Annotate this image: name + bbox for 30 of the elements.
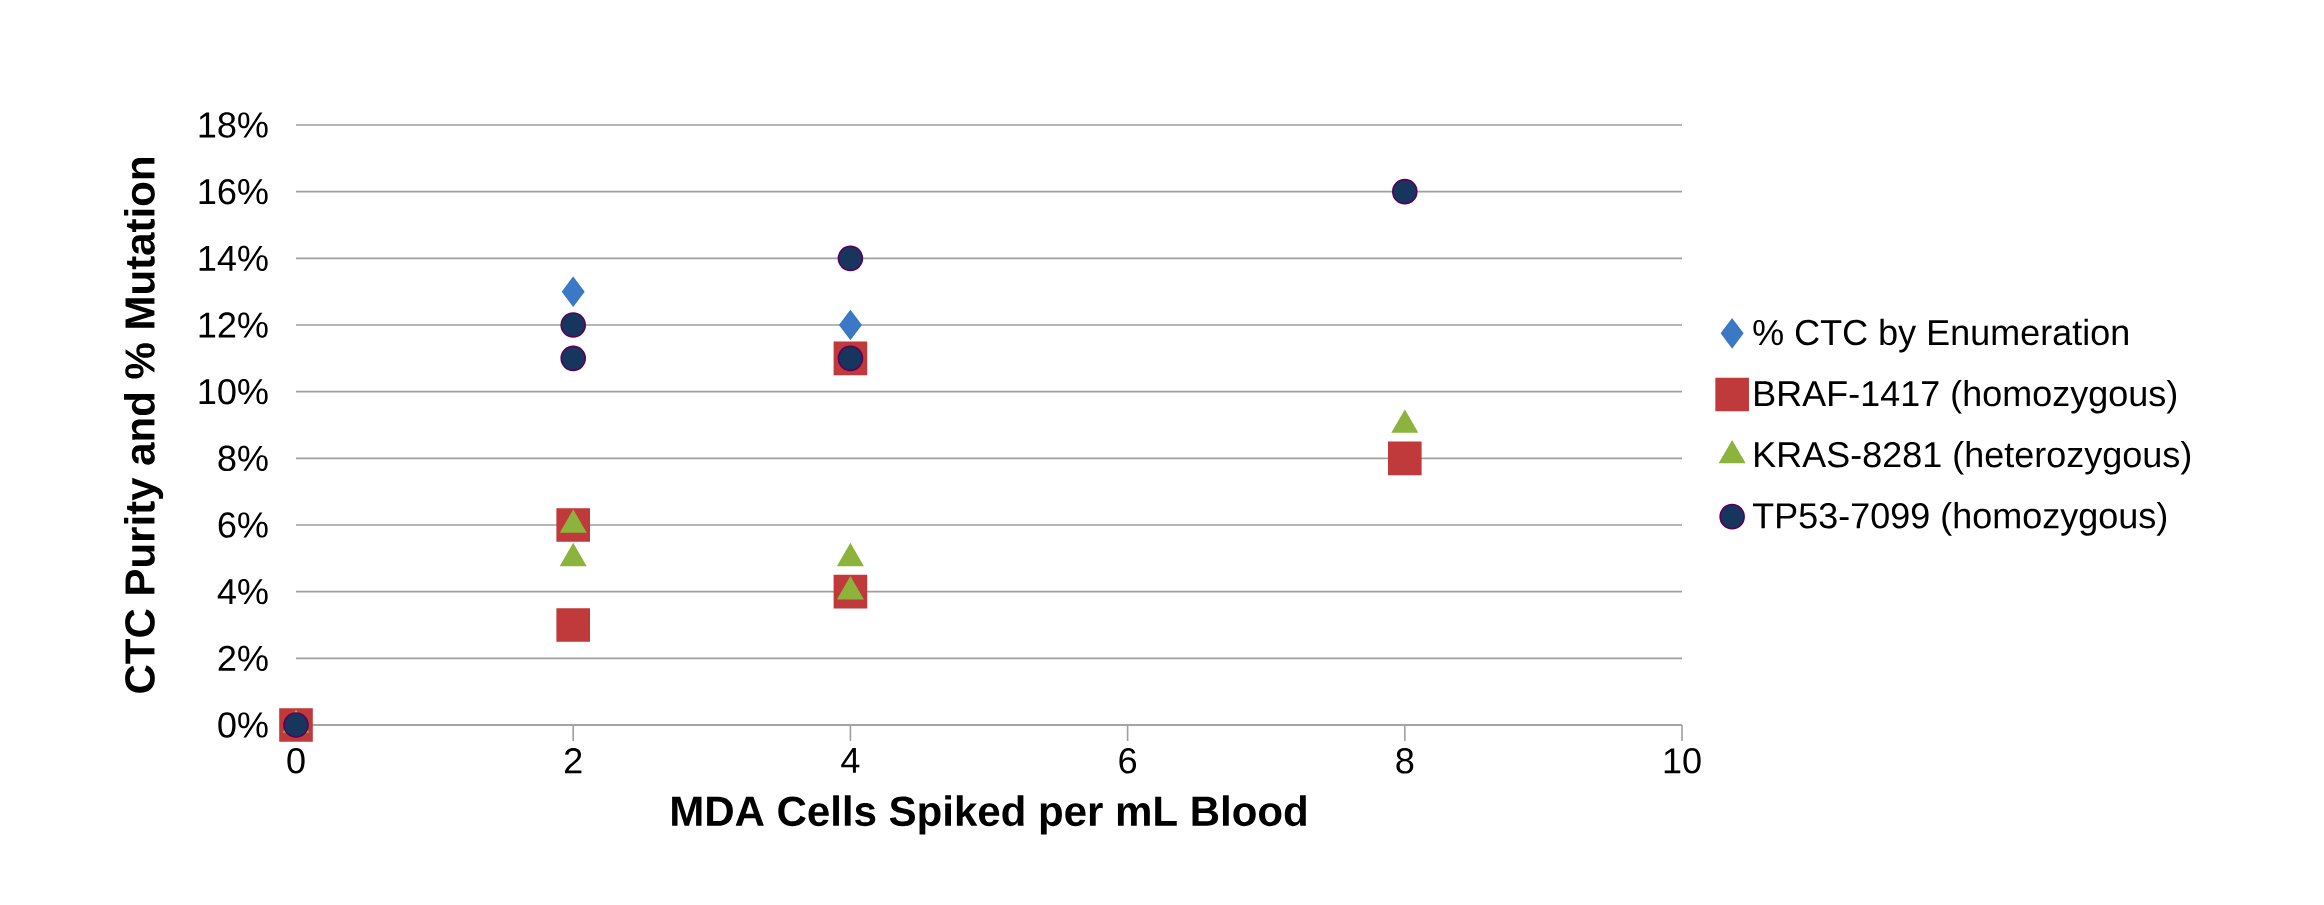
legend-label: BRAF-1417 (homozygous) <box>1755 379 2177 414</box>
y-tick-label: 14% <box>199 245 268 271</box>
x-tick-label: 0 <box>287 748 305 774</box>
y-tick-label: 0% <box>218 712 268 738</box>
legend-label: % CTC by Enumeration <box>1753 318 2128 353</box>
x-tick-label: 8 <box>1396 748 1414 774</box>
y-tick-label: 6% <box>218 512 268 538</box>
point <box>837 245 864 272</box>
y-tick-label: 4% <box>217 579 268 605</box>
point <box>839 310 862 340</box>
point <box>1392 178 1418 205</box>
y-tick-label: 8% <box>218 445 268 472</box>
point <box>1388 441 1422 476</box>
y-axis-title: CTC Purity and % Mutation <box>124 158 164 693</box>
point <box>561 276 585 307</box>
y-tick-label: 2% <box>218 645 268 672</box>
y-tick-label: 16% <box>199 178 268 205</box>
legend-label: KRAS-8281 (heterozygous) <box>1755 440 2191 475</box>
x-tick-label: 4 <box>841 748 860 773</box>
x-tick-label: 6 <box>1119 748 1137 774</box>
point <box>560 345 586 372</box>
y-tick-label: 18% <box>199 112 268 138</box>
x-axis-title: MDA Cells Spiked per mL Blood <box>672 795 1306 835</box>
x-tick-label: 2 <box>565 748 582 774</box>
y-tick-label: 12% <box>199 312 268 338</box>
y-tick-label: 10% <box>199 378 268 405</box>
legend-label: TP53-7099 (homozygous) <box>1752 502 2167 536</box>
x-tick-label: 10 <box>1664 748 1701 774</box>
point <box>560 312 586 338</box>
point <box>556 608 591 642</box>
